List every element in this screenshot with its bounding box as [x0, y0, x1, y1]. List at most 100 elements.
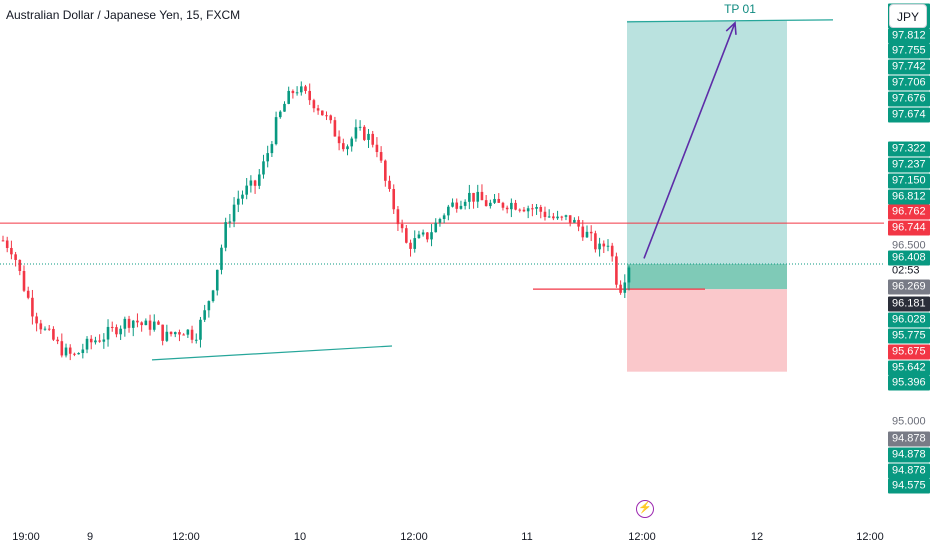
candle-body — [367, 133, 370, 140]
candle-body — [56, 339, 59, 342]
candle-body — [39, 323, 43, 330]
price-axis-label: 94.575 — [888, 478, 930, 494]
candle-body — [131, 320, 135, 328]
candle-body — [342, 143, 345, 150]
candle-body — [291, 90, 295, 94]
x-tick-label: 9 — [86, 531, 94, 543]
candle-body — [602, 243, 606, 247]
candle-body — [60, 341, 64, 356]
candle-body — [253, 180, 257, 186]
candle-body — [257, 174, 261, 186]
candle-body — [363, 126, 366, 140]
candle-body — [232, 204, 236, 222]
candle-body — [384, 160, 387, 181]
x-tick-label: 11 — [521, 531, 533, 543]
x-tick-label: 12:00 — [400, 531, 428, 543]
candle-body — [64, 347, 68, 356]
price-axis-label: 95.642 — [888, 360, 930, 376]
candle-body — [589, 231, 593, 234]
price-axis-label: 96.028 — [888, 312, 930, 328]
candle-body — [442, 215, 446, 220]
candle-body — [358, 126, 362, 128]
candle-body — [480, 191, 484, 201]
candle-body — [573, 219, 576, 223]
candle-body — [245, 185, 248, 195]
candle-body — [43, 328, 47, 330]
candle-body — [26, 290, 30, 298]
candle-body — [186, 329, 190, 335]
candle-body — [619, 284, 622, 293]
candle-body — [560, 216, 564, 218]
candle-body — [211, 290, 215, 302]
price-axis-label: 96.181 — [888, 296, 930, 312]
candle-body — [262, 161, 265, 175]
candle-body — [333, 120, 337, 137]
candle-body — [375, 144, 379, 153]
x-tick-label: 10 — [293, 531, 307, 543]
price-axis-label: 95.396 — [888, 375, 930, 391]
candle-body — [178, 332, 181, 335]
candle-body — [421, 232, 425, 235]
price-axis-label: 97.742 — [888, 59, 930, 75]
candle-body — [312, 100, 316, 109]
candle-body — [203, 310, 206, 320]
price-axis-label: 96.269 — [888, 279, 930, 295]
candle-body — [22, 270, 26, 291]
candle-body — [119, 328, 122, 335]
price-axis-label: 96.812 — [888, 189, 930, 205]
candle-body — [606, 245, 610, 247]
candle-body — [501, 202, 505, 208]
candle-body — [556, 216, 559, 219]
price-axis-label: 97.812 — [888, 28, 930, 44]
candle-body — [98, 340, 101, 342]
chart-title: Australian Dollar / Japanese Yen, 15, FX… — [6, 8, 241, 22]
candle-body — [106, 326, 110, 340]
candle-body — [18, 259, 22, 271]
entry-zone — [627, 264, 787, 290]
candle-body — [535, 206, 538, 209]
time-axis[interactable]: 19:00 9 12:00 10 12:00 11 12:00 12 12:00 — [0, 528, 884, 550]
candle-body — [552, 216, 555, 219]
price-axis-label: 97.674 — [888, 107, 930, 123]
currency-button[interactable]: JPY — [889, 4, 927, 28]
candle-body — [350, 138, 354, 147]
profit-zone — [627, 20, 787, 290]
candle-body — [493, 198, 496, 203]
price-axis-label: 97.676 — [888, 91, 930, 107]
candle-body — [165, 331, 169, 341]
candle-body — [459, 205, 463, 209]
candle-body — [447, 206, 450, 216]
candle-body — [77, 353, 80, 355]
candle-body — [430, 232, 433, 240]
candle-body — [136, 320, 139, 323]
price-axis[interactable]: 98.27198.26397.81297.75597.74297.70697.6… — [884, 0, 932, 528]
candle-body — [325, 115, 328, 117]
candle-body — [476, 191, 480, 202]
candle-body — [110, 326, 114, 328]
trendline — [151, 345, 393, 361]
candle-body — [94, 340, 97, 343]
lightning-icon[interactable]: ⚡ — [636, 500, 654, 518]
target-line — [626, 19, 834, 23]
candle-body — [31, 297, 34, 317]
price-axis-label: 94.878 — [888, 431, 930, 447]
price-axis-label: 95.775 — [888, 328, 930, 344]
candle-body — [417, 234, 421, 239]
candle-body — [346, 146, 349, 150]
chart-plot[interactable]: TP 01 — [0, 0, 884, 528]
candle-body — [468, 192, 471, 202]
candle-body — [623, 282, 627, 293]
price-axis-label: 97.237 — [888, 157, 930, 173]
price-axis-label: 97.755 — [888, 43, 930, 59]
candle-body — [270, 144, 274, 154]
candle-body — [568, 215, 572, 223]
candle-body — [236, 198, 240, 205]
candle-body — [1, 240, 5, 242]
candle-body — [505, 207, 509, 210]
candle-body — [283, 103, 286, 112]
candle-body — [173, 332, 177, 335]
candle-body — [531, 208, 534, 210]
x-tick-label: 12 — [750, 531, 764, 543]
price-axis-label: 97.322 — [888, 141, 930, 157]
candle-body — [5, 240, 9, 248]
